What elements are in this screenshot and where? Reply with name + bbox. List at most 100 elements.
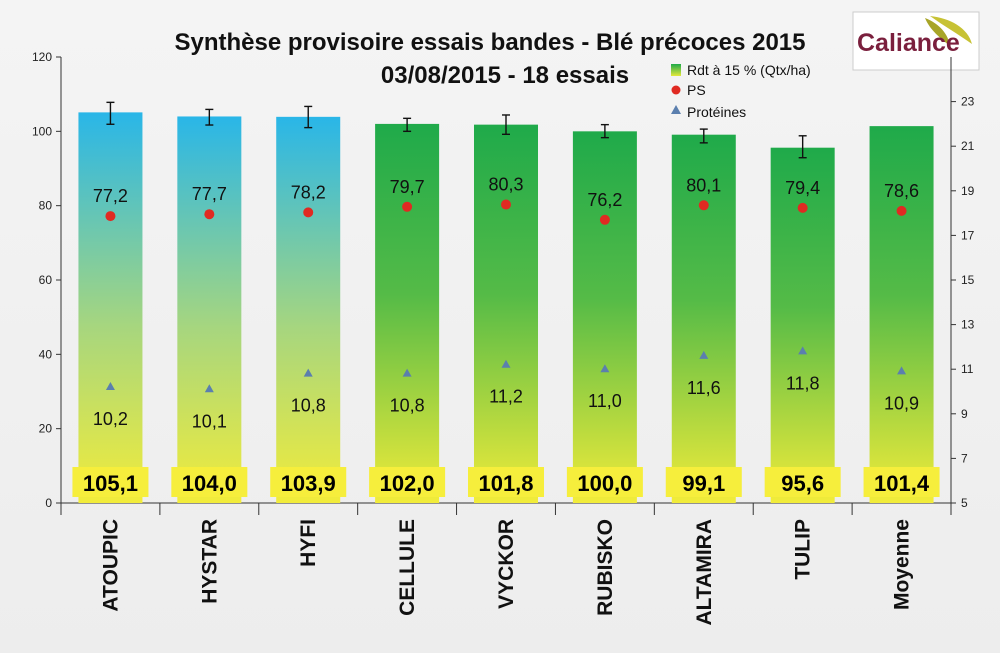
ps-value-label: 76,2 <box>587 190 622 210</box>
chart-subtitle: 03/08/2015 - 18 essais <box>381 62 629 89</box>
protein-value-label: 11,2 <box>489 387 523 407</box>
yield-value-box <box>369 467 446 497</box>
protein-point <box>897 366 907 375</box>
logo-text: Caliance <box>857 29 960 57</box>
yield-value-label: 101,8 <box>478 471 533 496</box>
ps-point <box>698 200 709 211</box>
yield-value-label: 100,0 <box>577 471 632 496</box>
y-left-tick-label: 60 <box>39 273 53 287</box>
ps-value-label: 80,3 <box>488 175 523 195</box>
protein-point <box>402 368 412 377</box>
legend-swatch-proteines <box>671 105 681 114</box>
ps-point <box>896 205 907 216</box>
category-label: VYCKOR <box>495 519 518 609</box>
protein-value-label: 10,8 <box>291 396 326 416</box>
ps-point <box>599 214 610 225</box>
ps-value-label: 79,4 <box>785 178 820 198</box>
category-label: HYSTAR <box>198 519 221 604</box>
ps-point <box>105 211 116 222</box>
ps-value-label: 80,1 <box>686 175 721 195</box>
yield-bar <box>770 147 835 504</box>
protein-point <box>303 368 313 377</box>
ps-point <box>501 199 511 210</box>
legend-label-proteines: Protéines <box>687 104 746 120</box>
protein-value-label: 10,8 <box>390 396 425 416</box>
legend-label-yield: Rdt à 15 % (Qtx/ha) <box>687 62 811 78</box>
yield-bar <box>671 134 736 503</box>
y-right-tick-label: 17 <box>961 228 975 242</box>
y-left-tick-label: 100 <box>32 124 52 138</box>
y-right-tick-label: 11 <box>961 362 974 376</box>
ps-point <box>204 209 215 220</box>
protein-point <box>600 364 610 373</box>
yield-value-box <box>72 467 149 497</box>
yield-value-label: 95,6 <box>781 471 824 496</box>
yield-value-label: 105,1 <box>83 471 138 496</box>
legend-swatch-yield <box>671 64 681 76</box>
yield-value-box <box>468 467 544 497</box>
y-right-tick-label: 21 <box>961 139 975 153</box>
legend-label-ps: PS <box>687 82 706 98</box>
ps-value-label: 78,2 <box>291 182 326 202</box>
yield-value-box <box>171 467 248 497</box>
category-label: TULIP <box>792 519 815 580</box>
category-label: Moyenne <box>891 519 914 610</box>
yield-value-box <box>566 467 643 497</box>
yield-bar <box>474 124 538 503</box>
y-right-tick-label: 23 <box>961 95 975 109</box>
y-left-tick-label: 20 <box>39 422 53 436</box>
category-label: ALTAMIRA <box>693 519 716 626</box>
yield-value-label: 104,0 <box>182 471 237 496</box>
y-right-tick-label: 19 <box>961 184 975 198</box>
ps-point <box>797 202 808 213</box>
y-right-tick-label: 13 <box>961 318 975 332</box>
y-left-tick-label: 0 <box>45 496 52 510</box>
protein-point <box>501 359 511 368</box>
yield-bar <box>375 123 440 504</box>
ps-point <box>402 201 413 212</box>
protein-value-label: 11,6 <box>687 378 721 398</box>
protein-point <box>798 346 808 355</box>
category-label: ATOUPIC <box>99 519 122 612</box>
yield-value-label: 102,0 <box>380 471 435 496</box>
yield-value-label: 101,4 <box>874 471 930 496</box>
yield-value-label: 99,1 <box>682 471 725 496</box>
ps-value-label: 77,7 <box>192 184 227 204</box>
yield-value-box <box>665 467 742 497</box>
y-left-tick-label: 120 <box>32 50 52 64</box>
protein-value-label: 10,1 <box>192 411 227 431</box>
yield-value-box <box>863 467 940 497</box>
y-right-tick-label: 7 <box>961 451 968 465</box>
yield-bar <box>276 116 341 504</box>
category-label: RUBISKO <box>594 519 617 616</box>
legend-swatch-ps <box>671 85 681 95</box>
protein-value-label: 11,8 <box>786 373 820 393</box>
legend: Rdt à 15 % (Qtx/ha) PS Protéines <box>671 62 811 120</box>
category-label: HYFI <box>297 519 320 567</box>
y-right-tick-label: 5 <box>961 496 968 510</box>
yield-bar <box>572 131 637 504</box>
yield-bar <box>78 112 143 504</box>
ps-point <box>303 207 314 218</box>
y-right-tick-label: 9 <box>961 407 968 421</box>
yield-value-label: 103,9 <box>281 471 336 496</box>
chart-title: Synthèse provisoire essais bandes - Blé … <box>175 29 806 56</box>
protein-value-label: 11,0 <box>588 391 622 411</box>
protein-point <box>699 350 709 359</box>
protein-value-label: 10,9 <box>884 393 919 413</box>
y-left-tick-label: 80 <box>39 199 53 213</box>
protein-point <box>204 384 214 393</box>
caliance-logo: Caliance <box>852 11 980 71</box>
category-label: CELLULE <box>396 519 419 616</box>
ps-value-label: 79,7 <box>390 177 425 197</box>
ps-value-label: 78,6 <box>884 181 919 201</box>
yield-bar <box>177 116 242 503</box>
yield-value-box <box>764 467 841 497</box>
protein-value-label: 10,2 <box>93 409 128 429</box>
ps-value-label: 77,2 <box>93 186 128 206</box>
y-right-tick-label: 15 <box>961 273 975 287</box>
protein-point <box>105 382 115 391</box>
yield-bar <box>869 126 934 503</box>
yield-value-box <box>270 467 347 497</box>
